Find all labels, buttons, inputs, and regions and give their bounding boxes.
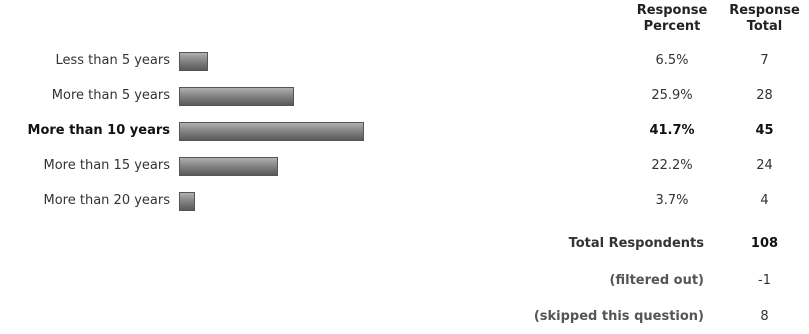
header-response-percent: Response Percent	[622, 3, 722, 35]
chart-row: More than 10 years 41.7% 45	[0, 114, 809, 148]
bar-track	[179, 149, 459, 183]
summary-value: 8	[760, 309, 769, 324]
summary-value: 108	[750, 236, 779, 251]
response-total: 7	[760, 53, 769, 68]
summary-row: (filtered out) -1	[0, 264, 809, 298]
response-percent: 3.7%	[655, 193, 689, 208]
bar-track	[179, 44, 459, 78]
category-label: More than 5 years	[51, 88, 170, 103]
bar	[179, 122, 365, 141]
chart-row: More than 5 years 25.9% 28	[0, 79, 809, 113]
response-percent: 25.9%	[651, 88, 693, 103]
response-percent: 6.5%	[655, 53, 689, 68]
summary-row: (skipped this question) 8	[0, 300, 809, 334]
category-label: More than 20 years	[43, 193, 170, 208]
bar	[179, 157, 278, 176]
chart-row: Less than 5 years 6.5% 7	[0, 44, 809, 78]
header-total-line2: Total	[746, 19, 783, 34]
header-percent-line2: Percent	[643, 19, 701, 34]
chart-row: More than 20 years 3.7% 4	[0, 184, 809, 218]
summary-row: Total Respondents 108	[0, 227, 809, 261]
category-label: More than 15 years	[43, 158, 170, 173]
response-total: 4	[760, 193, 769, 208]
header-percent-line1: Response	[636, 3, 708, 18]
bar	[179, 87, 294, 106]
header-response-total: Response Total	[722, 3, 807, 35]
bar-track	[179, 79, 459, 113]
response-total: 24	[756, 158, 773, 173]
response-percent: 22.2%	[651, 158, 693, 173]
summary-label: (skipped this question)	[533, 309, 704, 324]
response-total: 45	[755, 123, 774, 138]
response-total: 28	[756, 88, 773, 103]
category-label: Less than 5 years	[55, 53, 170, 68]
bar-track	[179, 184, 459, 218]
bar	[179, 192, 196, 211]
header-total-line1: Response	[729, 3, 800, 18]
summary-value: -1	[758, 273, 771, 288]
summary-label: Total Respondents	[568, 236, 704, 251]
category-label: More than 10 years	[27, 123, 170, 138]
bar-track	[179, 114, 459, 148]
summary-label: (filtered out)	[609, 273, 704, 288]
response-percent: 41.7%	[649, 123, 695, 138]
chart-row: More than 15 years 22.2% 24	[0, 149, 809, 183]
bar	[179, 52, 208, 71]
